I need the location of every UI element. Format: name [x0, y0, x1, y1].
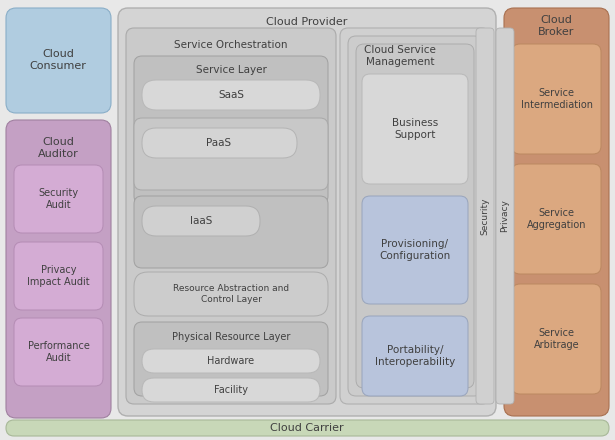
- FancyBboxPatch shape: [142, 206, 260, 236]
- FancyBboxPatch shape: [14, 165, 103, 233]
- FancyBboxPatch shape: [362, 316, 468, 396]
- FancyBboxPatch shape: [134, 56, 328, 204]
- FancyBboxPatch shape: [6, 8, 111, 113]
- Text: Cloud Service
Management: Cloud Service Management: [364, 45, 436, 67]
- Text: SaaS: SaaS: [218, 90, 244, 100]
- FancyBboxPatch shape: [356, 44, 474, 388]
- FancyBboxPatch shape: [362, 74, 468, 184]
- Text: Facility: Facility: [214, 385, 248, 395]
- Text: Resource Abstraction and
Control Layer: Resource Abstraction and Control Layer: [173, 284, 289, 304]
- FancyBboxPatch shape: [496, 28, 514, 404]
- Text: Service
Aggregation: Service Aggregation: [527, 208, 586, 230]
- FancyBboxPatch shape: [126, 28, 336, 404]
- Text: Physical Resource Layer: Physical Resource Layer: [172, 332, 290, 342]
- FancyBboxPatch shape: [142, 349, 320, 373]
- FancyBboxPatch shape: [512, 44, 601, 154]
- FancyBboxPatch shape: [362, 196, 468, 304]
- FancyBboxPatch shape: [476, 28, 494, 404]
- FancyBboxPatch shape: [504, 8, 609, 416]
- FancyBboxPatch shape: [134, 196, 328, 268]
- Text: Cloud
Auditor: Cloud Auditor: [38, 137, 78, 159]
- Text: PaaS: PaaS: [207, 138, 232, 148]
- Text: Cloud Carrier: Cloud Carrier: [270, 423, 344, 433]
- Text: Service
Intermediation: Service Intermediation: [520, 88, 592, 110]
- Text: Hardware: Hardware: [207, 356, 255, 366]
- Text: Security: Security: [480, 197, 490, 235]
- Text: Cloud
Consumer: Cloud Consumer: [30, 49, 87, 71]
- Text: Privacy: Privacy: [501, 200, 509, 232]
- FancyBboxPatch shape: [6, 120, 111, 418]
- FancyBboxPatch shape: [118, 8, 496, 416]
- FancyBboxPatch shape: [340, 28, 490, 404]
- FancyBboxPatch shape: [512, 164, 601, 274]
- Text: Portability/
Interoperability: Portability/ Interoperability: [375, 345, 455, 367]
- FancyBboxPatch shape: [134, 272, 328, 316]
- FancyBboxPatch shape: [142, 80, 320, 110]
- Text: Privacy
Impact Audit: Privacy Impact Audit: [27, 265, 90, 287]
- FancyBboxPatch shape: [6, 420, 609, 436]
- Text: Cloud
Broker: Cloud Broker: [538, 15, 574, 37]
- Text: Security
Audit: Security Audit: [38, 188, 79, 210]
- Text: Service
Arbitrage: Service Arbitrage: [534, 328, 579, 350]
- FancyBboxPatch shape: [134, 118, 328, 190]
- Text: IaaS: IaaS: [190, 216, 212, 226]
- FancyBboxPatch shape: [14, 242, 103, 310]
- Text: Service Orchestration: Service Orchestration: [174, 40, 288, 50]
- Text: Service Layer: Service Layer: [196, 65, 266, 75]
- FancyBboxPatch shape: [348, 36, 482, 396]
- FancyBboxPatch shape: [134, 322, 328, 396]
- Text: Cloud Provider: Cloud Provider: [266, 17, 347, 27]
- Text: Performance
Audit: Performance Audit: [28, 341, 89, 363]
- FancyBboxPatch shape: [14, 318, 103, 386]
- FancyBboxPatch shape: [142, 378, 320, 402]
- FancyBboxPatch shape: [512, 284, 601, 394]
- FancyBboxPatch shape: [142, 128, 297, 158]
- Text: Business
Support: Business Support: [392, 118, 438, 140]
- Text: Provisioning/
Configuration: Provisioning/ Configuration: [379, 239, 451, 261]
